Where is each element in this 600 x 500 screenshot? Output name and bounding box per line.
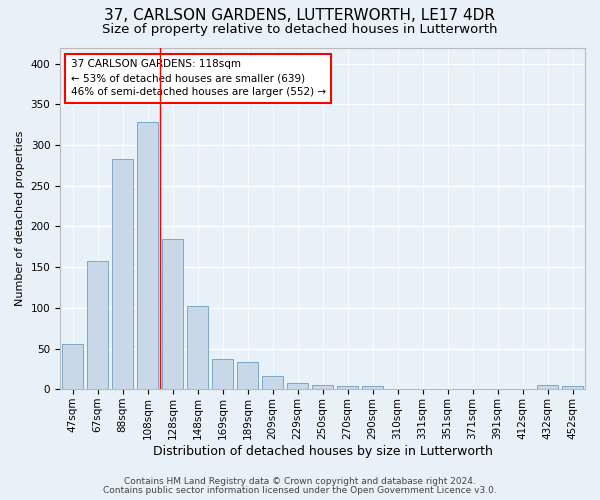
Bar — [362, 386, 383, 389]
Bar — [262, 376, 283, 389]
Bar — [62, 344, 83, 389]
Text: Contains HM Land Registry data © Crown copyright and database right 2024.: Contains HM Land Registry data © Crown c… — [124, 477, 476, 486]
Text: Size of property relative to detached houses in Lutterworth: Size of property relative to detached ho… — [102, 22, 498, 36]
Bar — [337, 386, 358, 389]
Bar — [87, 260, 108, 389]
Bar — [537, 385, 558, 389]
Text: Contains public sector information licensed under the Open Government Licence v3: Contains public sector information licen… — [103, 486, 497, 495]
Bar — [312, 385, 333, 389]
Text: 37 CARLSON GARDENS: 118sqm
← 53% of detached houses are smaller (639)
46% of sem: 37 CARLSON GARDENS: 118sqm ← 53% of deta… — [71, 60, 326, 98]
Bar — [237, 362, 258, 389]
Bar — [287, 382, 308, 389]
Bar — [162, 240, 183, 389]
Bar — [187, 306, 208, 389]
X-axis label: Distribution of detached houses by size in Lutterworth: Distribution of detached houses by size … — [152, 444, 493, 458]
Bar — [562, 386, 583, 389]
Y-axis label: Number of detached properties: Number of detached properties — [15, 130, 25, 306]
Bar — [112, 159, 133, 389]
Bar — [137, 122, 158, 389]
Bar — [212, 359, 233, 389]
Text: 37, CARLSON GARDENS, LUTTERWORTH, LE17 4DR: 37, CARLSON GARDENS, LUTTERWORTH, LE17 4… — [104, 8, 496, 22]
